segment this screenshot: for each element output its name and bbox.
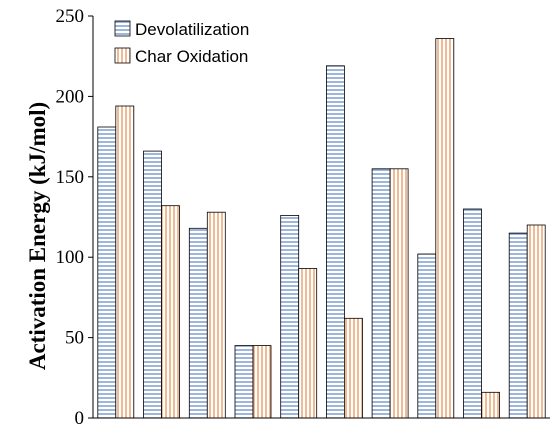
y-axis-label: Activation Energy (kJ/mol) [25, 102, 50, 370]
bar-char-oxidation-1 [115, 105, 135, 419]
y-axis-ticks: 0 50 100 150 200 250 [56, 6, 93, 428]
bar-devolatilization-10 [508, 232, 528, 419]
bar-devolatilization-6 [325, 65, 345, 419]
y-tick-label: 0 [75, 408, 85, 428]
bar-devolatilization-1 [97, 126, 117, 419]
bar-char-oxidation-5 [298, 268, 318, 419]
bar-char-oxidation-6 [343, 317, 363, 419]
legend: Devolatilization Char Oxidation [114, 20, 249, 66]
bar-char-oxidation-2 [161, 205, 180, 419]
bar-devolatilization-3 [188, 227, 208, 419]
bar-devolatilization-4 [234, 345, 254, 419]
bar-devolatilization-8 [417, 253, 437, 419]
y-tick-label: 250 [56, 6, 85, 27]
legend-swatch-char-oxidation [114, 47, 131, 64]
bar-devolatilization-7 [371, 168, 391, 419]
bar-char-oxidation-8 [435, 38, 455, 419]
bar-char-oxidation-4 [252, 345, 272, 419]
legend-swatch-devolatilization [114, 20, 131, 37]
bar-char-oxidation-10 [526, 224, 546, 419]
legend-label-char-oxidation: Char Oxidation [135, 47, 248, 66]
bar-char-oxidation-7 [389, 168, 409, 419]
bar-devolatilization-2 [143, 150, 162, 419]
bar-char-oxidation-9 [481, 391, 500, 419]
bar-devolatilization-9 [463, 208, 482, 419]
bar-devolatilization-5 [280, 214, 300, 419]
y-tick-label: 50 [65, 328, 84, 349]
y-tick-label: 150 [56, 167, 85, 188]
legend-label-devolatilization: Devolatilization [135, 20, 249, 39]
bar-char-oxidation-3 [206, 211, 226, 419]
bars [97, 38, 546, 419]
y-tick-label: 100 [56, 247, 85, 268]
y-tick-label: 200 [56, 86, 85, 107]
